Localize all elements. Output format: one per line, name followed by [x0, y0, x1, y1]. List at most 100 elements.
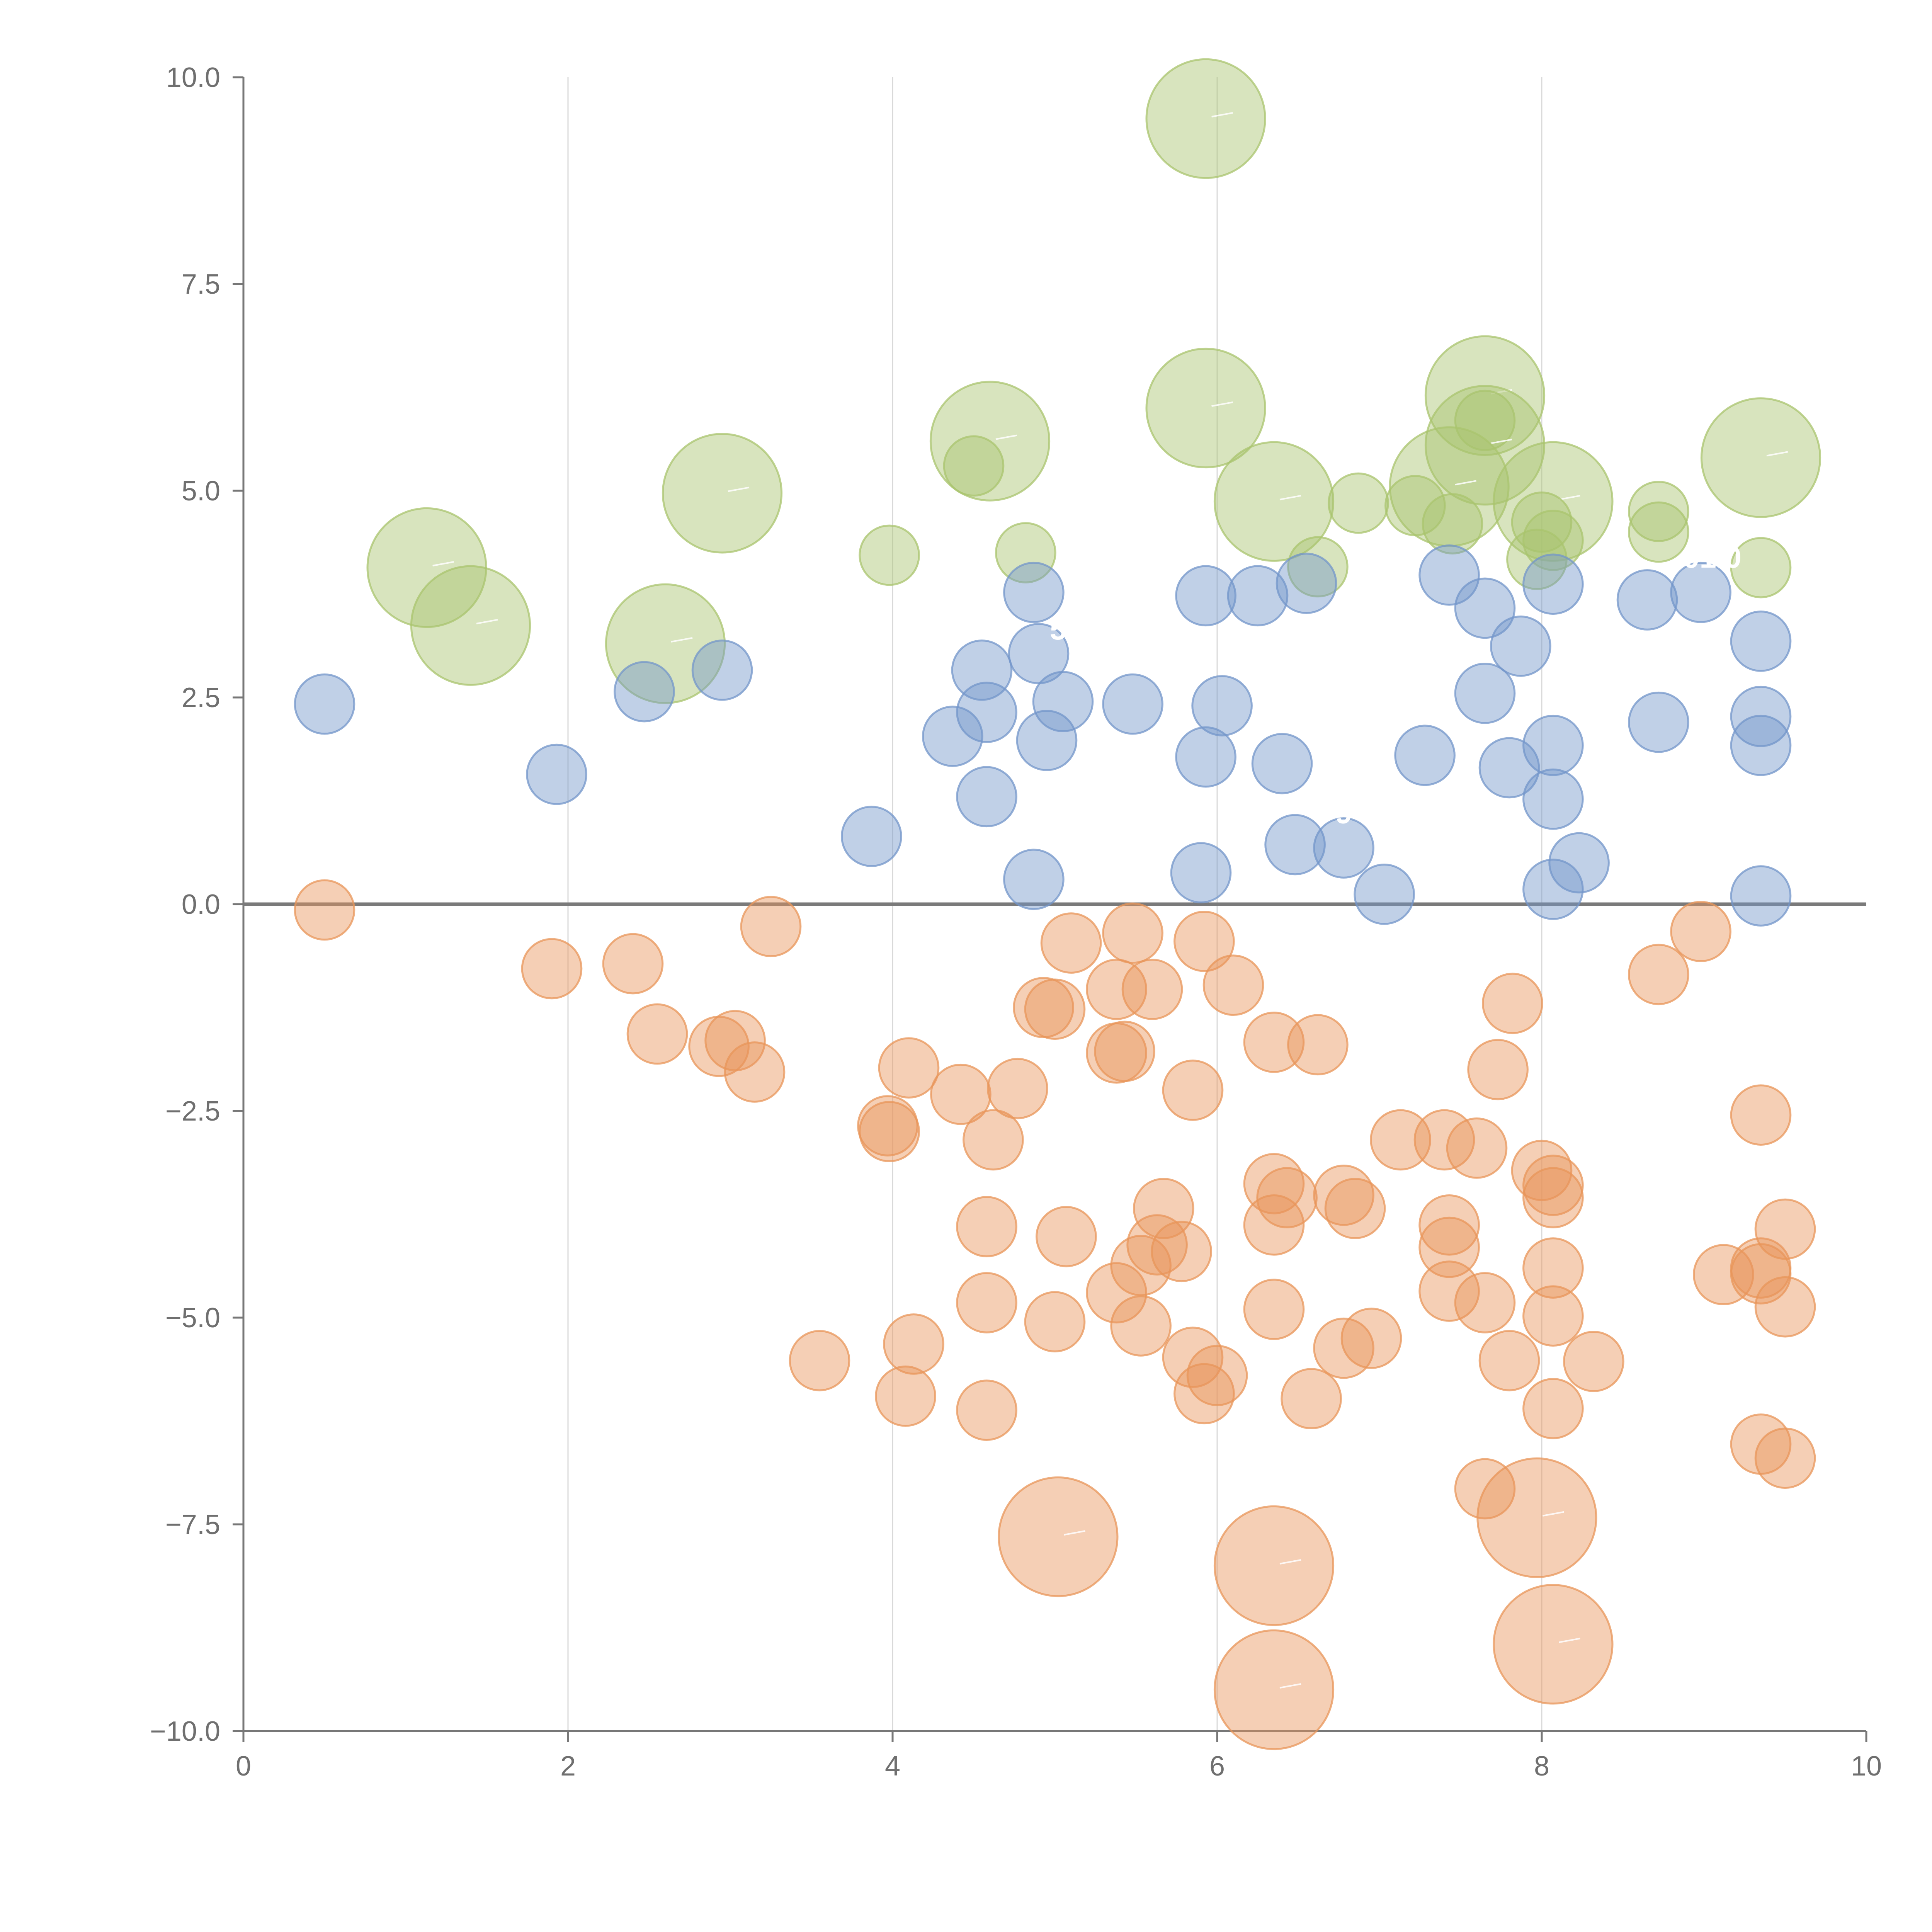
data-point-negative — [1287, 1014, 1349, 1076]
data-point-positive-small — [1418, 544, 1480, 606]
data-point-negative — [1086, 1262, 1147, 1324]
bubble-leader-line — [1064, 1530, 1085, 1536]
data-point-positive-small — [841, 806, 902, 867]
data-point-positive-large — [1328, 472, 1389, 534]
data-point-negative — [1086, 959, 1147, 1020]
data-point-positive-small — [1032, 671, 1094, 732]
data-point-positive-large — [859, 524, 920, 586]
data-point-positive-small — [1730, 714, 1792, 776]
data-point-negative — [1693, 1244, 1754, 1306]
data-point-positive-small — [1313, 817, 1374, 879]
data-point-positive-small — [1730, 611, 1792, 672]
data-point-negative — [1522, 1237, 1584, 1299]
bubble-leader-line — [1490, 439, 1512, 444]
x-tick-label: 8 — [1534, 1751, 1549, 1782]
data-point-positive-small — [1276, 553, 1337, 614]
data-point-negative — [1162, 1060, 1224, 1121]
bubble-leader-line — [1543, 1511, 1564, 1517]
data-point-positive-small — [1016, 709, 1078, 771]
data-point-positive-large — [1493, 441, 1614, 562]
data-point-positive-small — [1522, 859, 1584, 920]
data-point-positive-large — [1700, 397, 1821, 518]
bubble-leader-line — [476, 619, 498, 624]
data-point-positive-small — [1730, 865, 1792, 927]
data-point-negative — [1102, 902, 1163, 964]
data-point-negative — [1370, 1109, 1431, 1171]
y-tick-label: 10.0 — [166, 62, 220, 93]
data-point-negative — [1522, 1285, 1584, 1347]
data-point-positive-large — [1213, 441, 1335, 562]
axis-layer: 10.0 7.5 5.0 2.5 0.0 −2.5 −5.0 −7.5 −10.0 0 2 4 6 8 10 — [150, 62, 1882, 1782]
data-point-positive-large — [1522, 510, 1584, 571]
data-point-positive-small — [1522, 714, 1584, 776]
data-point-negative — [1173, 1363, 1235, 1425]
data-point-negative — [1670, 901, 1731, 962]
label-layer: 9 5 01.0 — [1050, 540, 1742, 830]
data-point-negative — [930, 1063, 992, 1125]
data-point-negative — [1418, 1260, 1480, 1322]
bubble-leader-line — [1211, 401, 1233, 407]
data-point-negative — [1040, 912, 1102, 974]
data-point-negative — [859, 1101, 920, 1162]
data-point-positive-small — [1264, 814, 1326, 876]
data-point-positive-small — [1490, 616, 1551, 677]
data-point-negative — [1418, 1216, 1480, 1278]
data-point-negative — [1024, 1291, 1086, 1352]
data-point-negative — [1340, 1308, 1402, 1369]
data-point-negative — [1628, 944, 1689, 1005]
data-point-positive-large — [1628, 501, 1689, 563]
data-point-positive-large — [1384, 475, 1446, 536]
data-point-negative — [1036, 1206, 1097, 1267]
data-point-negative — [1213, 1629, 1335, 1750]
data-point-positive-small — [691, 639, 753, 701]
data-point-negative — [294, 879, 355, 941]
data-point-positive-large — [1145, 347, 1266, 469]
data-point-negative — [1151, 1221, 1212, 1282]
data-point-negative — [1281, 1368, 1342, 1430]
data-point-negative — [956, 1196, 1017, 1257]
data-point-negative — [602, 933, 664, 995]
data-point-positive-small — [1003, 561, 1065, 623]
y-tick-label: −2.5 — [165, 1096, 220, 1127]
data-point-positive-large — [1287, 536, 1349, 598]
data-point-negative — [875, 1366, 936, 1427]
bubble-leader-line — [1279, 1559, 1301, 1565]
bubble-leader-line — [1279, 495, 1301, 500]
data-point-negative — [1418, 1194, 1480, 1256]
data-point-negative — [789, 1330, 850, 1391]
data-point-negative — [740, 896, 802, 957]
data-point-positive-large — [662, 433, 783, 554]
y-tick-label: 2.5 — [182, 682, 220, 713]
data-point-negative — [1173, 911, 1235, 972]
data-point-negative — [1110, 1235, 1172, 1296]
data-point-negative — [1730, 1084, 1792, 1146]
data-point-positive-small — [1454, 577, 1516, 639]
data-point-negative — [1478, 1330, 1540, 1391]
y-tick-label: −7.5 — [165, 1509, 220, 1540]
data-point-negative — [1110, 1295, 1172, 1357]
data-point-negative — [704, 1010, 766, 1071]
data-point-negative — [1202, 954, 1264, 1016]
bubble-leader-line — [1766, 451, 1788, 457]
data-point-positive-small — [1251, 733, 1313, 794]
bubble-leader-line — [995, 434, 1017, 440]
x-tick-label: 6 — [1209, 1751, 1225, 1782]
data-point-negative — [956, 1272, 1017, 1333]
data-point-positive-large — [605, 583, 726, 704]
bubble-leader-line — [432, 561, 454, 566]
bubble-leader-line — [728, 486, 750, 492]
data-point-positive-small — [1170, 842, 1232, 903]
data-point-negative — [724, 1041, 786, 1103]
y-tick-label: 7.5 — [182, 269, 220, 300]
data-point-negative — [1313, 1164, 1374, 1226]
data-point-negative — [1522, 1155, 1584, 1216]
data-point-positive-small — [1102, 673, 1163, 735]
x-tick-label: 4 — [885, 1751, 900, 1782]
data-point-negative — [1186, 1345, 1248, 1406]
data-point-positive-large — [1422, 493, 1483, 554]
bubble-leader-line — [1211, 112, 1233, 117]
data-point-negative — [1121, 959, 1183, 1020]
data-point-positive-large — [1145, 58, 1266, 179]
data-point-negative — [1454, 1272, 1516, 1333]
